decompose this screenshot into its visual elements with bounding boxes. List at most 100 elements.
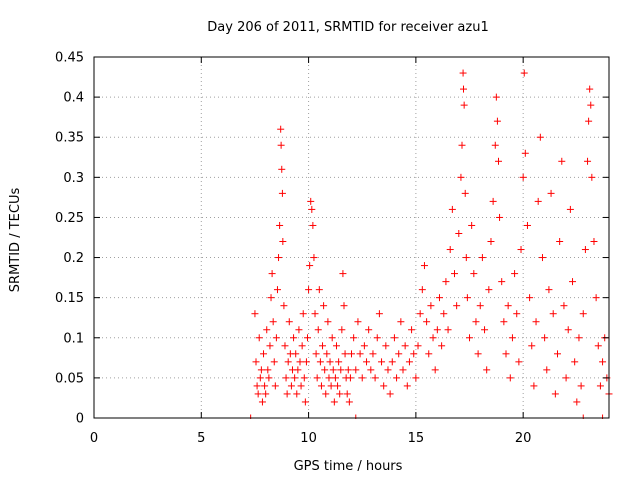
- grid: [94, 57, 609, 418]
- data-point: [360, 342, 368, 350]
- data-point: [265, 374, 273, 382]
- x-axis: 0 5 10 15 20: [90, 57, 532, 446]
- data-point: [571, 358, 579, 366]
- data-point: [586, 85, 594, 93]
- data-point: [293, 390, 301, 398]
- data-point: [278, 165, 286, 173]
- data-point: [520, 69, 528, 77]
- data-point: [264, 366, 272, 374]
- data-point: [271, 382, 279, 390]
- data-point: [468, 221, 476, 229]
- data-point: [297, 382, 305, 390]
- data-point: [460, 85, 468, 93]
- data-point: [429, 334, 437, 342]
- data-point: [291, 374, 299, 382]
- data-point: [397, 318, 405, 326]
- data-point: [301, 398, 309, 406]
- data-point: [339, 270, 347, 278]
- data-point: [594, 342, 602, 350]
- data-point: [331, 374, 339, 382]
- data-point: [519, 173, 527, 181]
- data-point: [261, 382, 269, 390]
- data-point: [332, 342, 340, 350]
- data-point: [502, 350, 510, 358]
- data-point: [592, 294, 600, 302]
- data-point: [310, 254, 318, 262]
- data-point: [545, 286, 553, 294]
- data-point: [534, 197, 542, 205]
- data-point: [564, 326, 572, 334]
- data-point: [508, 334, 516, 342]
- data-point: [329, 366, 337, 374]
- data-point: [296, 358, 304, 366]
- data-point: [256, 374, 264, 382]
- data-point: [300, 374, 308, 382]
- data-point: [483, 366, 491, 374]
- data-point: [276, 221, 284, 229]
- data-point: [460, 101, 468, 109]
- data-point: [521, 149, 529, 157]
- data-point: [446, 246, 454, 254]
- data-point: [340, 302, 348, 310]
- data-point: [470, 270, 478, 278]
- data-point: [457, 173, 465, 181]
- data-point: [384, 366, 392, 374]
- data-point: [308, 205, 316, 213]
- data-point: [272, 334, 280, 342]
- data-point: [323, 350, 331, 358]
- data-point: [423, 318, 431, 326]
- x-tick-label: 0: [90, 431, 98, 446]
- data-point: [365, 326, 373, 334]
- data-point: [551, 390, 559, 398]
- data-point: [268, 270, 276, 278]
- data-point: [395, 350, 403, 358]
- data-point: [416, 310, 424, 318]
- data-point: [254, 390, 262, 398]
- data-point: [585, 117, 593, 125]
- data-point: [513, 310, 521, 318]
- data-point: [478, 254, 486, 262]
- data-point: [269, 318, 277, 326]
- data-point: [317, 382, 325, 390]
- data-point: [523, 221, 531, 229]
- x-tick-label: 15: [408, 431, 425, 446]
- data-point: [267, 294, 275, 302]
- data-point: [314, 326, 322, 334]
- data-point: [599, 358, 607, 366]
- data-point: [588, 173, 596, 181]
- x-tick-label: 20: [515, 431, 532, 446]
- data-point: [386, 390, 394, 398]
- x-axis-label: GPS time / hours: [294, 459, 403, 474]
- data-point: [358, 374, 366, 382]
- y-tick-label: 0.35: [55, 131, 84, 146]
- y-tick-label: 0.45: [55, 51, 84, 66]
- data-point: [325, 374, 333, 382]
- data-point: [498, 278, 506, 286]
- data-point: [324, 318, 332, 326]
- data-point: [577, 382, 585, 390]
- data-point: [354, 318, 362, 326]
- data-point: [251, 310, 259, 318]
- data-point: [463, 294, 471, 302]
- data-point: [453, 302, 461, 310]
- data-point: [458, 141, 466, 149]
- data-point: [382, 342, 390, 350]
- data-point: [451, 270, 458, 278]
- data-point: [273, 286, 281, 294]
- data-point: [258, 398, 266, 406]
- y-tick-label: 0.15: [55, 291, 84, 306]
- data-point: [315, 286, 323, 294]
- data-point: [440, 310, 448, 318]
- data-point: [270, 358, 278, 366]
- data-point: [338, 326, 346, 334]
- data-point: [399, 366, 407, 374]
- data-point: [575, 334, 583, 342]
- data-point: [547, 189, 555, 197]
- y-tick-label: 0: [76, 412, 84, 427]
- data-point: [433, 326, 441, 334]
- data-point: [257, 366, 265, 374]
- data-point: [515, 358, 523, 366]
- plot-frame: [93, 56, 610, 419]
- data-point: [281, 342, 289, 350]
